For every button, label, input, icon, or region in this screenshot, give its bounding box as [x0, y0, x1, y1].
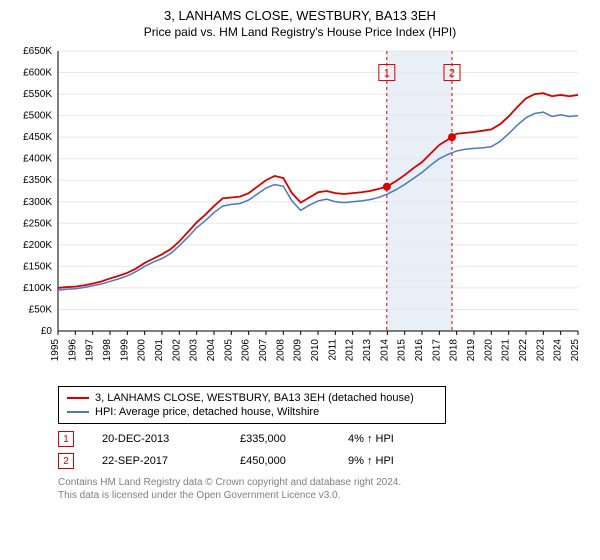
legend: 3, LANHAMS CLOSE, WESTBURY, BA13 3EH (de…: [58, 386, 446, 424]
svg-text:£650K: £650K: [23, 46, 52, 57]
svg-text:2017: 2017: [431, 339, 442, 362]
svg-text:2004: 2004: [206, 339, 217, 362]
svg-text:2001: 2001: [154, 339, 165, 362]
svg-text:£0: £0: [41, 326, 53, 337]
page-title: 3, LANHAMS CLOSE, WESTBURY, BA13 3EH: [10, 8, 590, 23]
svg-text:2016: 2016: [414, 339, 425, 362]
sale-row: 2 22-SEP-2017 £450,000 9% ↑ HPI: [58, 450, 590, 472]
footnote-line1: Contains HM Land Registry data © Crown c…: [58, 477, 401, 488]
svg-text:2010: 2010: [310, 339, 321, 362]
sale-price: £450,000: [240, 455, 320, 467]
svg-text:2009: 2009: [293, 339, 304, 362]
svg-text:2003: 2003: [189, 339, 200, 362]
svg-text:£200K: £200K: [23, 240, 52, 251]
svg-text:2024: 2024: [553, 339, 564, 362]
page-subtitle: Price paid vs. HM Land Registry's House …: [10, 25, 590, 39]
svg-text:2019: 2019: [466, 339, 477, 362]
svg-text:£100K: £100K: [23, 283, 52, 294]
svg-text:£50K: £50K: [29, 304, 53, 315]
svg-text:2025: 2025: [570, 339, 581, 362]
legend-swatch: [67, 397, 89, 399]
svg-text:£550K: £550K: [23, 89, 52, 100]
svg-text:2015: 2015: [397, 339, 408, 362]
svg-text:1995: 1995: [50, 339, 61, 362]
svg-text:2018: 2018: [449, 339, 460, 362]
svg-text:£300K: £300K: [23, 197, 52, 208]
footnote-line2: This data is licensed under the Open Gov…: [58, 490, 340, 501]
sales-table: 1 20-DEC-2013 £335,000 4% ↑ HPI 2 22-SEP-2017…: [58, 428, 590, 472]
svg-text:2011: 2011: [327, 339, 338, 361]
sale-hpi: 9% ↑ HPI: [348, 455, 394, 467]
svg-text:2002: 2002: [171, 339, 182, 362]
svg-text:2012: 2012: [345, 339, 356, 362]
svg-text:2: 2: [449, 68, 455, 80]
legend-label: HPI: Average price, detached house, Wilt…: [95, 406, 319, 418]
svg-text:2008: 2008: [275, 339, 286, 362]
svg-text:2000: 2000: [137, 339, 148, 362]
sale-marker: 1: [58, 431, 74, 447]
svg-text:2014: 2014: [379, 339, 390, 362]
line-chart: £0 £50K £100K £150K £200K £250K £300K £350K £400…: [10, 45, 590, 375]
svg-text:£150K: £150K: [23, 261, 52, 272]
sale-date: 20-DEC-2013: [102, 433, 212, 445]
svg-text:2021: 2021: [501, 339, 512, 362]
svg-text:1996: 1996: [67, 339, 78, 362]
svg-text:2020: 2020: [483, 339, 494, 362]
svg-text:2013: 2013: [362, 339, 373, 362]
svg-text:£450K: £450K: [23, 132, 52, 143]
footnote: Contains HM Land Registry data © Crown c…: [58, 476, 590, 502]
chart-container: 3, LANHAMS CLOSE, WESTBURY, BA13 3EH Pri…: [0, 0, 600, 560]
svg-text:1999: 1999: [119, 339, 130, 362]
sale-date: 22-SEP-2017: [102, 455, 212, 467]
legend-swatch: [67, 411, 89, 413]
sale-hpi: 4% ↑ HPI: [348, 433, 394, 445]
svg-text:1: 1: [384, 68, 390, 80]
svg-text:2006: 2006: [241, 339, 252, 362]
svg-text:£500K: £500K: [23, 111, 52, 122]
sale-row: 1 20-DEC-2013 £335,000 4% ↑ HPI: [58, 428, 590, 450]
svg-text:£350K: £350K: [23, 175, 52, 186]
svg-text:1997: 1997: [85, 339, 96, 362]
sale-price: £335,000: [240, 433, 320, 445]
svg-text:£600K: £600K: [23, 68, 52, 79]
legend-label: 3, LANHAMS CLOSE, WESTBURY, BA13 3EH (de…: [95, 392, 414, 404]
svg-text:1998: 1998: [102, 339, 113, 362]
chart-area: £0 £50K £100K £150K £200K £250K £300K £350K £400…: [10, 45, 590, 380]
legend-row: HPI: Average price, detached house, Wilt…: [67, 405, 437, 419]
svg-text:£250K: £250K: [23, 218, 52, 229]
legend-row: 3, LANHAMS CLOSE, WESTBURY, BA13 3EH (de…: [67, 391, 437, 405]
sale-marker: 2: [58, 453, 74, 469]
svg-text:2005: 2005: [223, 339, 234, 362]
svg-text:£400K: £400K: [23, 154, 52, 165]
svg-text:2023: 2023: [535, 339, 546, 362]
svg-text:2022: 2022: [518, 339, 529, 362]
svg-text:2007: 2007: [258, 339, 269, 362]
